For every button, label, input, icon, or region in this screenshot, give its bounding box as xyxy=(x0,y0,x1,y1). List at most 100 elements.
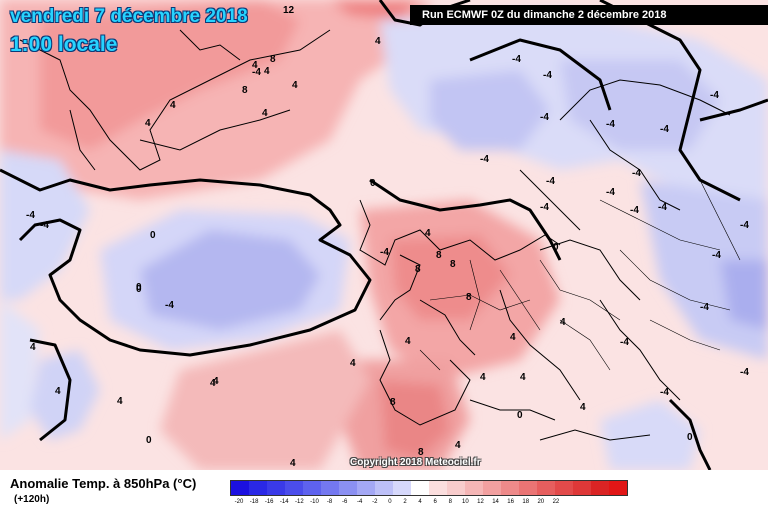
contour-label: -4 xyxy=(546,176,555,187)
color-scale-tick: 20 xyxy=(537,499,545,505)
zero-anomaly-contours xyxy=(0,0,768,470)
color-scale-tick: 12 xyxy=(477,499,484,505)
color-scale-tick: -8 xyxy=(326,499,333,505)
color-scale-tick: -12 xyxy=(295,499,304,505)
contour-label: -4 xyxy=(540,112,549,123)
color-scale-swatch xyxy=(393,481,411,495)
color-scale-swatch xyxy=(519,481,537,495)
color-scale-swatch xyxy=(447,481,465,495)
contour-label: -4 xyxy=(165,300,174,311)
contour-label: -4 xyxy=(40,220,49,231)
color-scale-swatch xyxy=(357,481,375,495)
contour-label: 4 xyxy=(55,386,61,397)
color-scale-tick: 10 xyxy=(462,499,469,505)
color-scale-tick: -10 xyxy=(310,499,319,505)
contour-label: -4 xyxy=(480,154,489,165)
country-borders xyxy=(419,179,741,371)
contour-label: 0 xyxy=(553,242,559,253)
color-scale-tick: -18 xyxy=(249,499,259,505)
color-scale-swatch xyxy=(303,481,321,495)
contour-label: 4 xyxy=(30,342,36,353)
contour-label: 8 xyxy=(450,259,456,270)
contour-label: 8 xyxy=(466,292,472,303)
contour-label: 8 xyxy=(242,85,248,96)
contour-label: -4 xyxy=(620,337,629,348)
contour-label: 8 xyxy=(436,250,442,261)
copyright-notice: Copyright 2018 Meteociel.fr xyxy=(350,457,481,468)
contour-label: -4 xyxy=(632,168,641,179)
contour-label: 0 xyxy=(687,432,693,443)
color-scale-swatch xyxy=(501,481,519,495)
contour-label: 8 xyxy=(390,397,396,408)
contour-label: -4 xyxy=(606,119,615,130)
color-scale xyxy=(230,480,628,496)
contour-label: 0 xyxy=(150,230,156,241)
contour-label: 8 xyxy=(418,447,424,458)
color-scale-tick: 18 xyxy=(522,499,530,505)
color-scale-tick: -14 xyxy=(279,499,289,505)
color-scale-swatch xyxy=(375,481,393,495)
forecast-date: vendredi 7 décembre 2018 xyxy=(10,6,248,27)
contour-label: -4 xyxy=(660,387,669,398)
contour-label: -4 xyxy=(740,220,749,231)
color-scale-swatch xyxy=(483,481,501,495)
color-scale-tick: 2 xyxy=(403,499,407,505)
contour-label: 0 xyxy=(370,178,376,189)
contour-labels: 12 4 4 -4 8 8 4 -4 -4 -4 -4 -4 -4 4 4 4 … xyxy=(26,5,749,469)
contour-label: 12 xyxy=(283,5,295,16)
contour-label: 4 xyxy=(213,376,219,387)
contour-label: 4 xyxy=(262,108,268,119)
contour-label: -4 xyxy=(630,205,639,216)
contour-label: 4 xyxy=(375,36,381,47)
color-scale-tick: -2 xyxy=(372,499,378,505)
contour-label: 4 xyxy=(510,332,516,343)
contour-label: -4 xyxy=(712,250,721,261)
color-scale-swatch xyxy=(609,481,627,495)
run-info-banner: Run ECMWF 0Z du dimanche 2 décembre 2018 xyxy=(410,5,768,25)
contour-label: -4 xyxy=(26,210,35,221)
color-scale-tick: 16 xyxy=(507,499,514,505)
contour-label: 4 xyxy=(560,317,566,328)
contour-label: 4 xyxy=(520,372,526,383)
contour-label: -4 xyxy=(700,302,709,313)
color-scale-tick: -6 xyxy=(341,499,348,505)
contour-label: -4 xyxy=(543,70,552,81)
contour-label: 4 xyxy=(264,66,270,77)
anomaly-shading xyxy=(0,0,768,470)
contour-label: 8 xyxy=(270,54,276,65)
contour-label: -4 xyxy=(740,367,749,378)
color-scale-swatch xyxy=(537,481,555,495)
color-scale-tick: -4 xyxy=(357,499,363,505)
anomaly-map: 12 4 4 -4 8 8 4 -4 -4 -4 -4 -4 -4 4 4 4 … xyxy=(0,0,768,470)
contour-label: 4 xyxy=(210,378,216,389)
color-scale-tick: 6 xyxy=(433,499,437,505)
color-scale-tick: 14 xyxy=(492,499,499,505)
color-scale-tick: 0 xyxy=(388,499,392,505)
contour-label: -4 xyxy=(512,54,521,65)
contour-label: 0 xyxy=(517,410,523,421)
contour-label: -4 xyxy=(380,247,389,258)
color-scale-swatch xyxy=(429,481,447,495)
forecast-time: 1:00 locale xyxy=(10,33,118,56)
color-scale-swatch xyxy=(591,481,609,495)
color-scale-tick: 22 xyxy=(552,499,560,505)
contour-label: -4 xyxy=(658,202,667,213)
legend-title: Anomalie Temp. à 850hPa (°C) xyxy=(10,476,197,491)
color-scale-tick: 4 xyxy=(418,499,422,505)
contour-label: -4 xyxy=(606,187,615,198)
contour-label: -4 xyxy=(540,202,549,213)
color-scale-swatch xyxy=(573,481,591,495)
contour-label: 4 xyxy=(580,402,586,413)
color-scale-swatch xyxy=(249,481,267,495)
contour-label: 0 xyxy=(136,282,142,293)
color-scale-swatch xyxy=(339,481,357,495)
color-scale-swatch xyxy=(267,481,285,495)
forecast-lead-time: (+120h) xyxy=(14,494,50,505)
color-scale-tick: -20 xyxy=(234,499,244,505)
contour-label: 4 xyxy=(350,358,356,369)
contour-label: 0 xyxy=(136,284,142,295)
color-scale-swatch xyxy=(231,481,249,495)
contour-label: 4 xyxy=(145,118,151,129)
color-scale-swatch xyxy=(285,481,303,495)
contour-label: -4 xyxy=(252,67,261,78)
